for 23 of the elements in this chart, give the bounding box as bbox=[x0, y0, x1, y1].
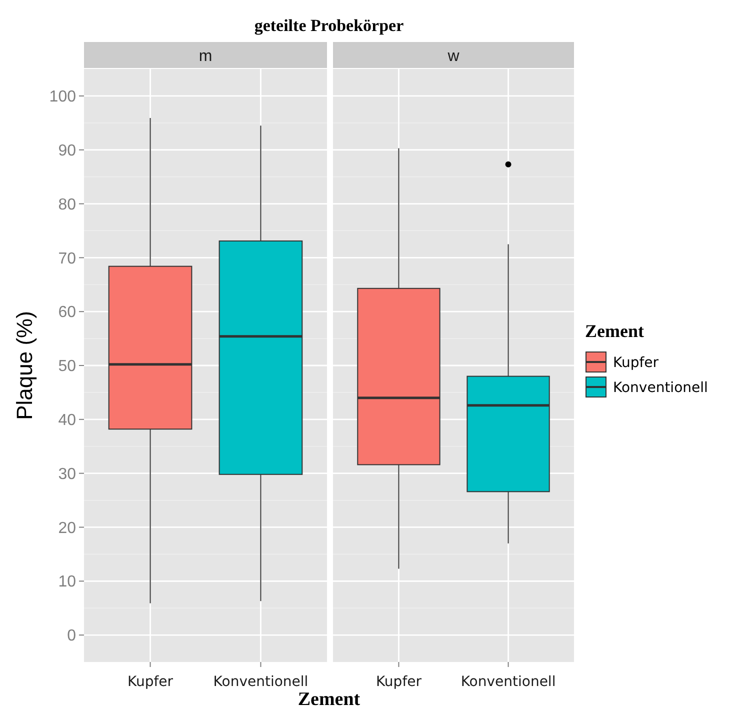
y-tick-label: 40 bbox=[58, 412, 76, 430]
y-tick-label: 60 bbox=[58, 304, 76, 322]
y-tick-label: 90 bbox=[58, 142, 76, 160]
y-tick-label: 80 bbox=[58, 196, 76, 214]
y-axis-title: Plaque (%) bbox=[12, 311, 37, 420]
y-tick-label: 70 bbox=[58, 250, 76, 268]
chart-subtitle: w bbox=[446, 48, 460, 65]
legend-title: Zement bbox=[585, 321, 644, 341]
x-tick-label: Konventionell bbox=[460, 674, 556, 690]
y-tick-label: 100 bbox=[49, 88, 76, 106]
y-tick-label: 20 bbox=[58, 520, 76, 537]
y-tick-label: 30 bbox=[58, 466, 76, 483]
chart-subtitle: m bbox=[198, 48, 212, 65]
legend-label: Kupfer bbox=[613, 354, 659, 371]
y-tick-label: 0 bbox=[67, 628, 76, 645]
x-tick-label: Kupfer bbox=[376, 674, 422, 690]
x-tick-label: Konventionell bbox=[213, 674, 308, 690]
x-axis-title: Zement bbox=[298, 689, 361, 710]
x-tick-label: Kupfer bbox=[128, 674, 174, 690]
chart-title: geteilte Probekörper bbox=[254, 16, 404, 35]
y-tick-label: 10 bbox=[58, 574, 76, 591]
legend-label: Konventionell bbox=[613, 380, 708, 396]
y-tick-label: 50 bbox=[58, 358, 76, 376]
